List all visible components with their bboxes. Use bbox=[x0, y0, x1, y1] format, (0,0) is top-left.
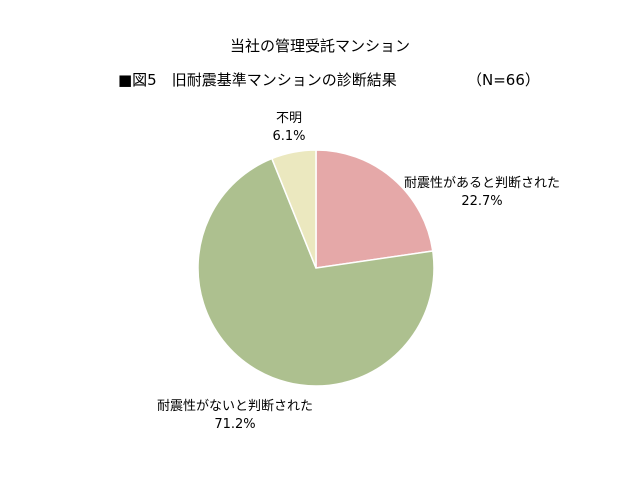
slice-label-no: 耐震性がないと判断された 71.2% bbox=[157, 398, 313, 434]
slice-label-no-name: 耐震性がないと判断された bbox=[156, 399, 314, 414]
chart-title: 当社の管理受託マンション bbox=[229, 37, 410, 55]
pie-slice-no bbox=[197, 157, 435, 387]
pie-slice-unknown bbox=[270, 149, 317, 269]
slice-label-yes-name: 耐震性があると判断された bbox=[403, 176, 561, 191]
slice-label-unknown: 不明 6.1% bbox=[272, 110, 305, 146]
slice-label-unknown-name: 不明 bbox=[275, 111, 302, 126]
pie-slice-yes bbox=[315, 149, 434, 269]
slice-label-yes-value: 22.7% bbox=[461, 194, 503, 209]
sample-size-label: （N=66） bbox=[467, 71, 540, 89]
chart-subtitle: ■図5 旧耐震基準マンションの診断結果 bbox=[118, 71, 397, 89]
slice-label-yes: 耐震性があると判断された 22.7% bbox=[404, 175, 560, 211]
slice-label-unknown-value: 6.1% bbox=[272, 129, 306, 144]
slice-label-no-value: 71.2% bbox=[214, 417, 256, 432]
